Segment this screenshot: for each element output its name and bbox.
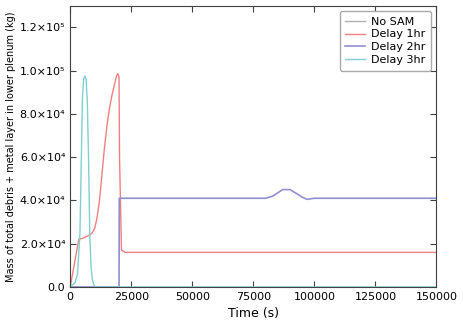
Delay 2hr xyxy=(300,195,305,199)
Delay 3hr xyxy=(81,77,87,81)
Delay 1hr xyxy=(114,74,119,78)
Delay 3hr xyxy=(91,282,96,286)
Delay 1hr xyxy=(117,155,122,159)
Delay 1hr xyxy=(106,108,112,111)
Y-axis label: Mass of total debris + metal layer in lower plenum (kg): Mass of total debris + metal layer in lo… xyxy=(6,11,16,282)
X-axis label: Time (s): Time (s) xyxy=(228,307,279,320)
Delay 3hr xyxy=(83,77,89,81)
Delay 3hr xyxy=(80,97,85,101)
Delay 2hr xyxy=(294,192,300,196)
Delay 2hr xyxy=(141,196,146,200)
Delay 3hr xyxy=(82,74,88,78)
Delay 2hr xyxy=(270,194,275,198)
Delay 3hr xyxy=(72,281,78,285)
Delay 1hr xyxy=(122,250,127,254)
Delay 2hr xyxy=(275,191,281,195)
Delay 1hr xyxy=(112,84,117,88)
Delay 2hr xyxy=(250,196,256,200)
Delay 1hr xyxy=(68,285,73,289)
Delay 2hr xyxy=(128,196,134,200)
Delay 3hr xyxy=(94,285,100,289)
Delay 2hr xyxy=(280,188,285,192)
Delay 3hr xyxy=(77,231,83,235)
Delay 3hr xyxy=(87,231,93,235)
Delay 1hr xyxy=(434,250,439,254)
Delay 2hr xyxy=(121,196,127,200)
Delay 1hr xyxy=(94,216,100,220)
Delay 1hr xyxy=(104,125,110,129)
Delay 1hr xyxy=(97,199,102,202)
Line: Delay 1hr: Delay 1hr xyxy=(70,74,437,287)
Delay 1hr xyxy=(115,72,120,76)
Delay 1hr xyxy=(116,75,122,79)
Line: Delay 3hr: Delay 3hr xyxy=(70,76,437,287)
Delay 3hr xyxy=(89,276,95,280)
Delay 3hr xyxy=(68,285,73,289)
Delay 3hr xyxy=(75,272,80,276)
Delay 2hr xyxy=(263,196,269,200)
Delay 2hr xyxy=(117,196,122,200)
Delay 3hr xyxy=(92,285,98,289)
Delay 1hr xyxy=(121,249,127,253)
Line: Delay 2hr: Delay 2hr xyxy=(70,190,437,287)
Delay 2hr xyxy=(287,188,293,192)
Delay 2hr xyxy=(312,196,317,200)
Delay 2hr xyxy=(116,285,122,289)
Delay 1hr xyxy=(99,172,105,176)
Delay 1hr xyxy=(76,237,81,241)
Delay 1hr xyxy=(124,250,129,254)
Delay 1hr xyxy=(101,146,107,150)
Delay 1hr xyxy=(92,227,97,230)
Delay 1hr xyxy=(80,236,85,240)
Delay 1hr xyxy=(87,233,93,237)
Delay 3hr xyxy=(88,263,94,267)
Delay 1hr xyxy=(77,237,83,241)
Delay 1hr xyxy=(82,235,88,239)
Legend: No SAM, Delay 1hr, Delay 2hr, Delay 3hr: No SAM, Delay 1hr, Delay 2hr, Delay 3hr xyxy=(340,11,431,70)
Delay 1hr xyxy=(126,250,131,254)
Delay 2hr xyxy=(434,196,439,200)
Delay 1hr xyxy=(119,248,124,252)
Delay 2hr xyxy=(119,196,124,200)
Delay 1hr xyxy=(85,234,90,238)
Delay 3hr xyxy=(86,155,91,159)
Delay 3hr xyxy=(434,285,439,289)
Delay 2hr xyxy=(324,196,329,200)
Delay 2hr xyxy=(304,197,310,201)
Delay 1hr xyxy=(89,231,95,235)
Delay 1hr xyxy=(109,95,114,98)
Delay 2hr xyxy=(68,285,73,289)
Delay 3hr xyxy=(92,284,97,288)
Delay 3hr xyxy=(93,285,99,289)
Delay 3hr xyxy=(85,99,90,103)
